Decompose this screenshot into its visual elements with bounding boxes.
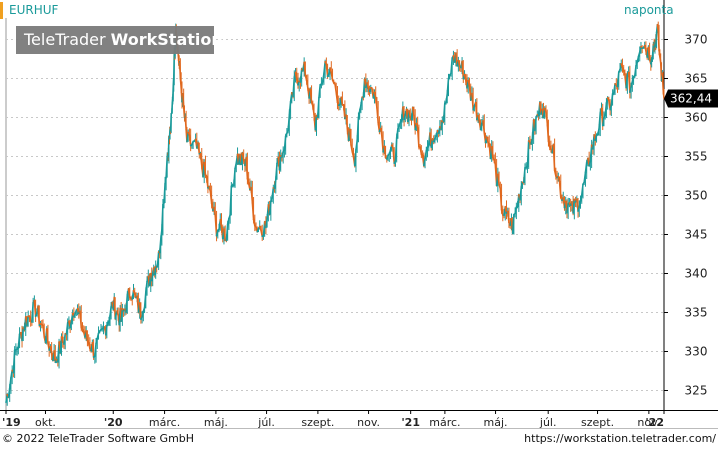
x-tick-label: '21 bbox=[401, 416, 420, 429]
x-tick-label: máj. bbox=[484, 416, 508, 429]
last-price-label: 362,44 bbox=[670, 91, 712, 105]
website-link[interactable]: https://workstation.teletrader.com/ bbox=[524, 430, 716, 448]
x-tick-label: márc. bbox=[149, 416, 180, 429]
interval-label: naponta bbox=[624, 3, 674, 17]
teletrader-logo: TeleTrader WorkStation bbox=[16, 26, 214, 54]
x-tick-label: júl. bbox=[257, 416, 275, 429]
symbol-label: EURHUF bbox=[0, 2, 58, 19]
x-tick-label: okt. bbox=[35, 416, 56, 429]
logo-product: WorkStation bbox=[111, 30, 223, 49]
x-tick-label: máj. bbox=[204, 416, 228, 429]
x-tick-label: márc. bbox=[429, 416, 460, 429]
logo-brand: TeleTrader bbox=[24, 30, 106, 49]
y-tick-label: 340 bbox=[685, 267, 708, 281]
y-tick-label: 365 bbox=[685, 72, 708, 86]
copyright-text: © 2022 TeleTrader Software GmbH bbox=[2, 430, 194, 448]
y-tick-label: 355 bbox=[685, 150, 708, 164]
y-tick-label: 350 bbox=[685, 189, 708, 203]
y-tick-label: 370 bbox=[685, 33, 708, 47]
x-tick-label: '22 bbox=[645, 416, 664, 429]
x-tick-label: '20 bbox=[104, 416, 123, 429]
x-tick-label: '19 bbox=[2, 416, 21, 429]
y-tick-label: 360 bbox=[685, 111, 708, 125]
x-tick-label: szept. bbox=[581, 416, 614, 429]
x-tick-label: szept. bbox=[301, 416, 334, 429]
y-tick-label: 325 bbox=[685, 384, 708, 398]
x-tick-label: júl. bbox=[539, 416, 557, 429]
x-tick-label: nov. bbox=[357, 416, 380, 429]
y-tick-label: 345 bbox=[685, 228, 708, 242]
y-tick-label: 335 bbox=[685, 306, 708, 320]
y-tick-label: 330 bbox=[685, 345, 708, 359]
footer: © 2022 TeleTrader Software GmbH https://… bbox=[0, 430, 718, 448]
